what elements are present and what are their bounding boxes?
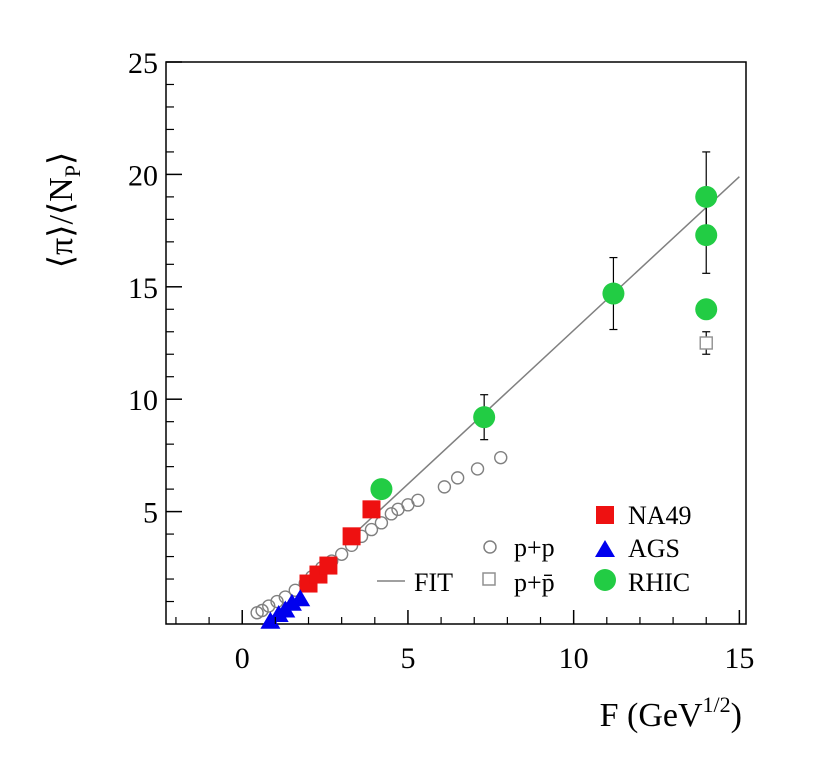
y-axis-title-main: ⟨π⟩/⟨N <box>43 177 80 268</box>
point-p-p <box>494 450 508 465</box>
y-tick-label: 5 <box>143 497 158 530</box>
point-p-p <box>262 599 276 613</box>
y-axis-title-end: ⟩ <box>43 152 80 165</box>
y-tick-label: 25 <box>128 47 158 80</box>
legend-label-na49: NA49 <box>628 501 692 530</box>
point-p-p <box>334 547 349 562</box>
point-p-p <box>270 594 284 609</box>
x-tick-label: 15 <box>724 642 754 675</box>
point-rhic <box>370 478 393 501</box>
point-rhic <box>695 298 718 321</box>
x-axis-title-sup: 1/2 <box>703 692 731 717</box>
legend-label-ags: AGS <box>628 534 680 563</box>
point-ags <box>281 593 302 611</box>
legend-marker-rhic <box>594 569 616 591</box>
legend-label-ppbar: p+p̄ <box>514 568 555 597</box>
x-tick-label: 10 <box>559 642 589 675</box>
y-tick-label: 15 <box>128 272 158 305</box>
point-na49 <box>342 527 361 546</box>
point-p-p <box>437 480 452 494</box>
x-axis-title: F (GeV1/2) <box>600 692 742 734</box>
y-axis-title-sub: P <box>60 165 85 177</box>
x-axis-title-end: ) <box>731 697 742 734</box>
legend: p+p p+p̄ FIT NA49 AGS RHIC <box>377 501 692 597</box>
x-axis-title-main: F (GeV <box>600 697 703 734</box>
point-rhic <box>695 185 718 208</box>
point-p-p <box>384 507 399 521</box>
point-ags <box>290 589 311 607</box>
legend-marker-ags <box>595 540 615 557</box>
point-rhic <box>473 406 496 429</box>
legend-marker-ppbar <box>482 572 496 586</box>
x-tick-label: 0 <box>235 642 250 675</box>
point-rhic <box>602 282 625 305</box>
legend-label-pp: p+p <box>514 533 555 562</box>
point-na49 <box>362 500 381 519</box>
legend-label-rhic: RHIC <box>628 568 690 597</box>
y-tick-label: 20 <box>128 159 158 192</box>
markers-layer <box>250 185 718 629</box>
ticks-layer: 0 5 10 15 5 10 15 20 25 <box>128 47 754 675</box>
fit-line <box>351 176 740 537</box>
plot-frame <box>165 61 747 625</box>
error-bars-layer <box>480 151 711 441</box>
point-p-p <box>411 493 425 508</box>
legend-marker-pp <box>483 540 497 554</box>
legend-marker-na49 <box>596 506 614 524</box>
point-p-p <box>364 522 379 537</box>
y-axis-title: ⟨π⟩/⟨NP⟩ <box>43 152 85 268</box>
point-na49 <box>319 556 338 575</box>
y-tick-label: 10 <box>128 384 158 417</box>
point-p-p <box>255 603 269 618</box>
point-rhic <box>695 224 718 247</box>
point-p-p <box>699 336 713 350</box>
point-p-p <box>470 462 485 476</box>
legend-label-fit: FIT <box>414 568 453 597</box>
fit-line-layer <box>351 176 740 537</box>
x-tick-label: 5 <box>400 642 415 675</box>
point-p-p <box>374 516 389 530</box>
point-p-p <box>450 471 465 485</box>
